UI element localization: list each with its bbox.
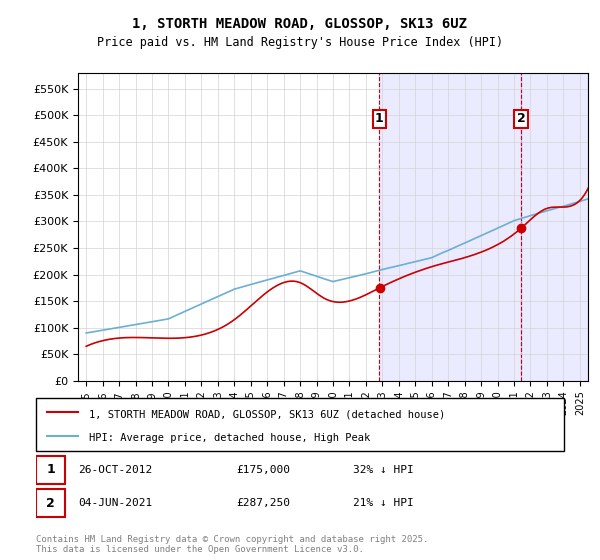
FancyBboxPatch shape — [36, 456, 65, 484]
Text: 1: 1 — [46, 463, 55, 476]
Text: 32% ↓ HPI: 32% ↓ HPI — [353, 465, 413, 475]
Text: £287,250: £287,250 — [236, 498, 290, 508]
Text: Contains HM Land Registry data © Crown copyright and database right 2025.
This d: Contains HM Land Registry data © Crown c… — [36, 535, 428, 554]
Text: 1, STORTH MEADOW ROAD, GLOSSOP, SK13 6UZ (detached house): 1, STORTH MEADOW ROAD, GLOSSOP, SK13 6UZ… — [89, 409, 445, 419]
Text: 2: 2 — [517, 113, 525, 125]
Text: £175,000: £175,000 — [236, 465, 290, 475]
Text: 1, STORTH MEADOW ROAD, GLOSSOP, SK13 6UZ: 1, STORTH MEADOW ROAD, GLOSSOP, SK13 6UZ — [133, 17, 467, 31]
Text: 1: 1 — [375, 113, 384, 125]
Text: HPI: Average price, detached house, High Peak: HPI: Average price, detached house, High… — [89, 433, 370, 443]
Bar — [521, 73, 588, 381]
Text: 26-OCT-2012: 26-OCT-2012 — [78, 465, 152, 475]
Text: Price paid vs. HM Land Registry's House Price Index (HPI): Price paid vs. HM Land Registry's House … — [97, 36, 503, 49]
Text: 04-JUN-2021: 04-JUN-2021 — [78, 498, 152, 508]
Bar — [379, 73, 521, 381]
Text: 2: 2 — [46, 497, 55, 510]
Text: 21% ↓ HPI: 21% ↓ HPI — [353, 498, 413, 508]
FancyBboxPatch shape — [36, 489, 65, 517]
FancyBboxPatch shape — [36, 398, 564, 451]
